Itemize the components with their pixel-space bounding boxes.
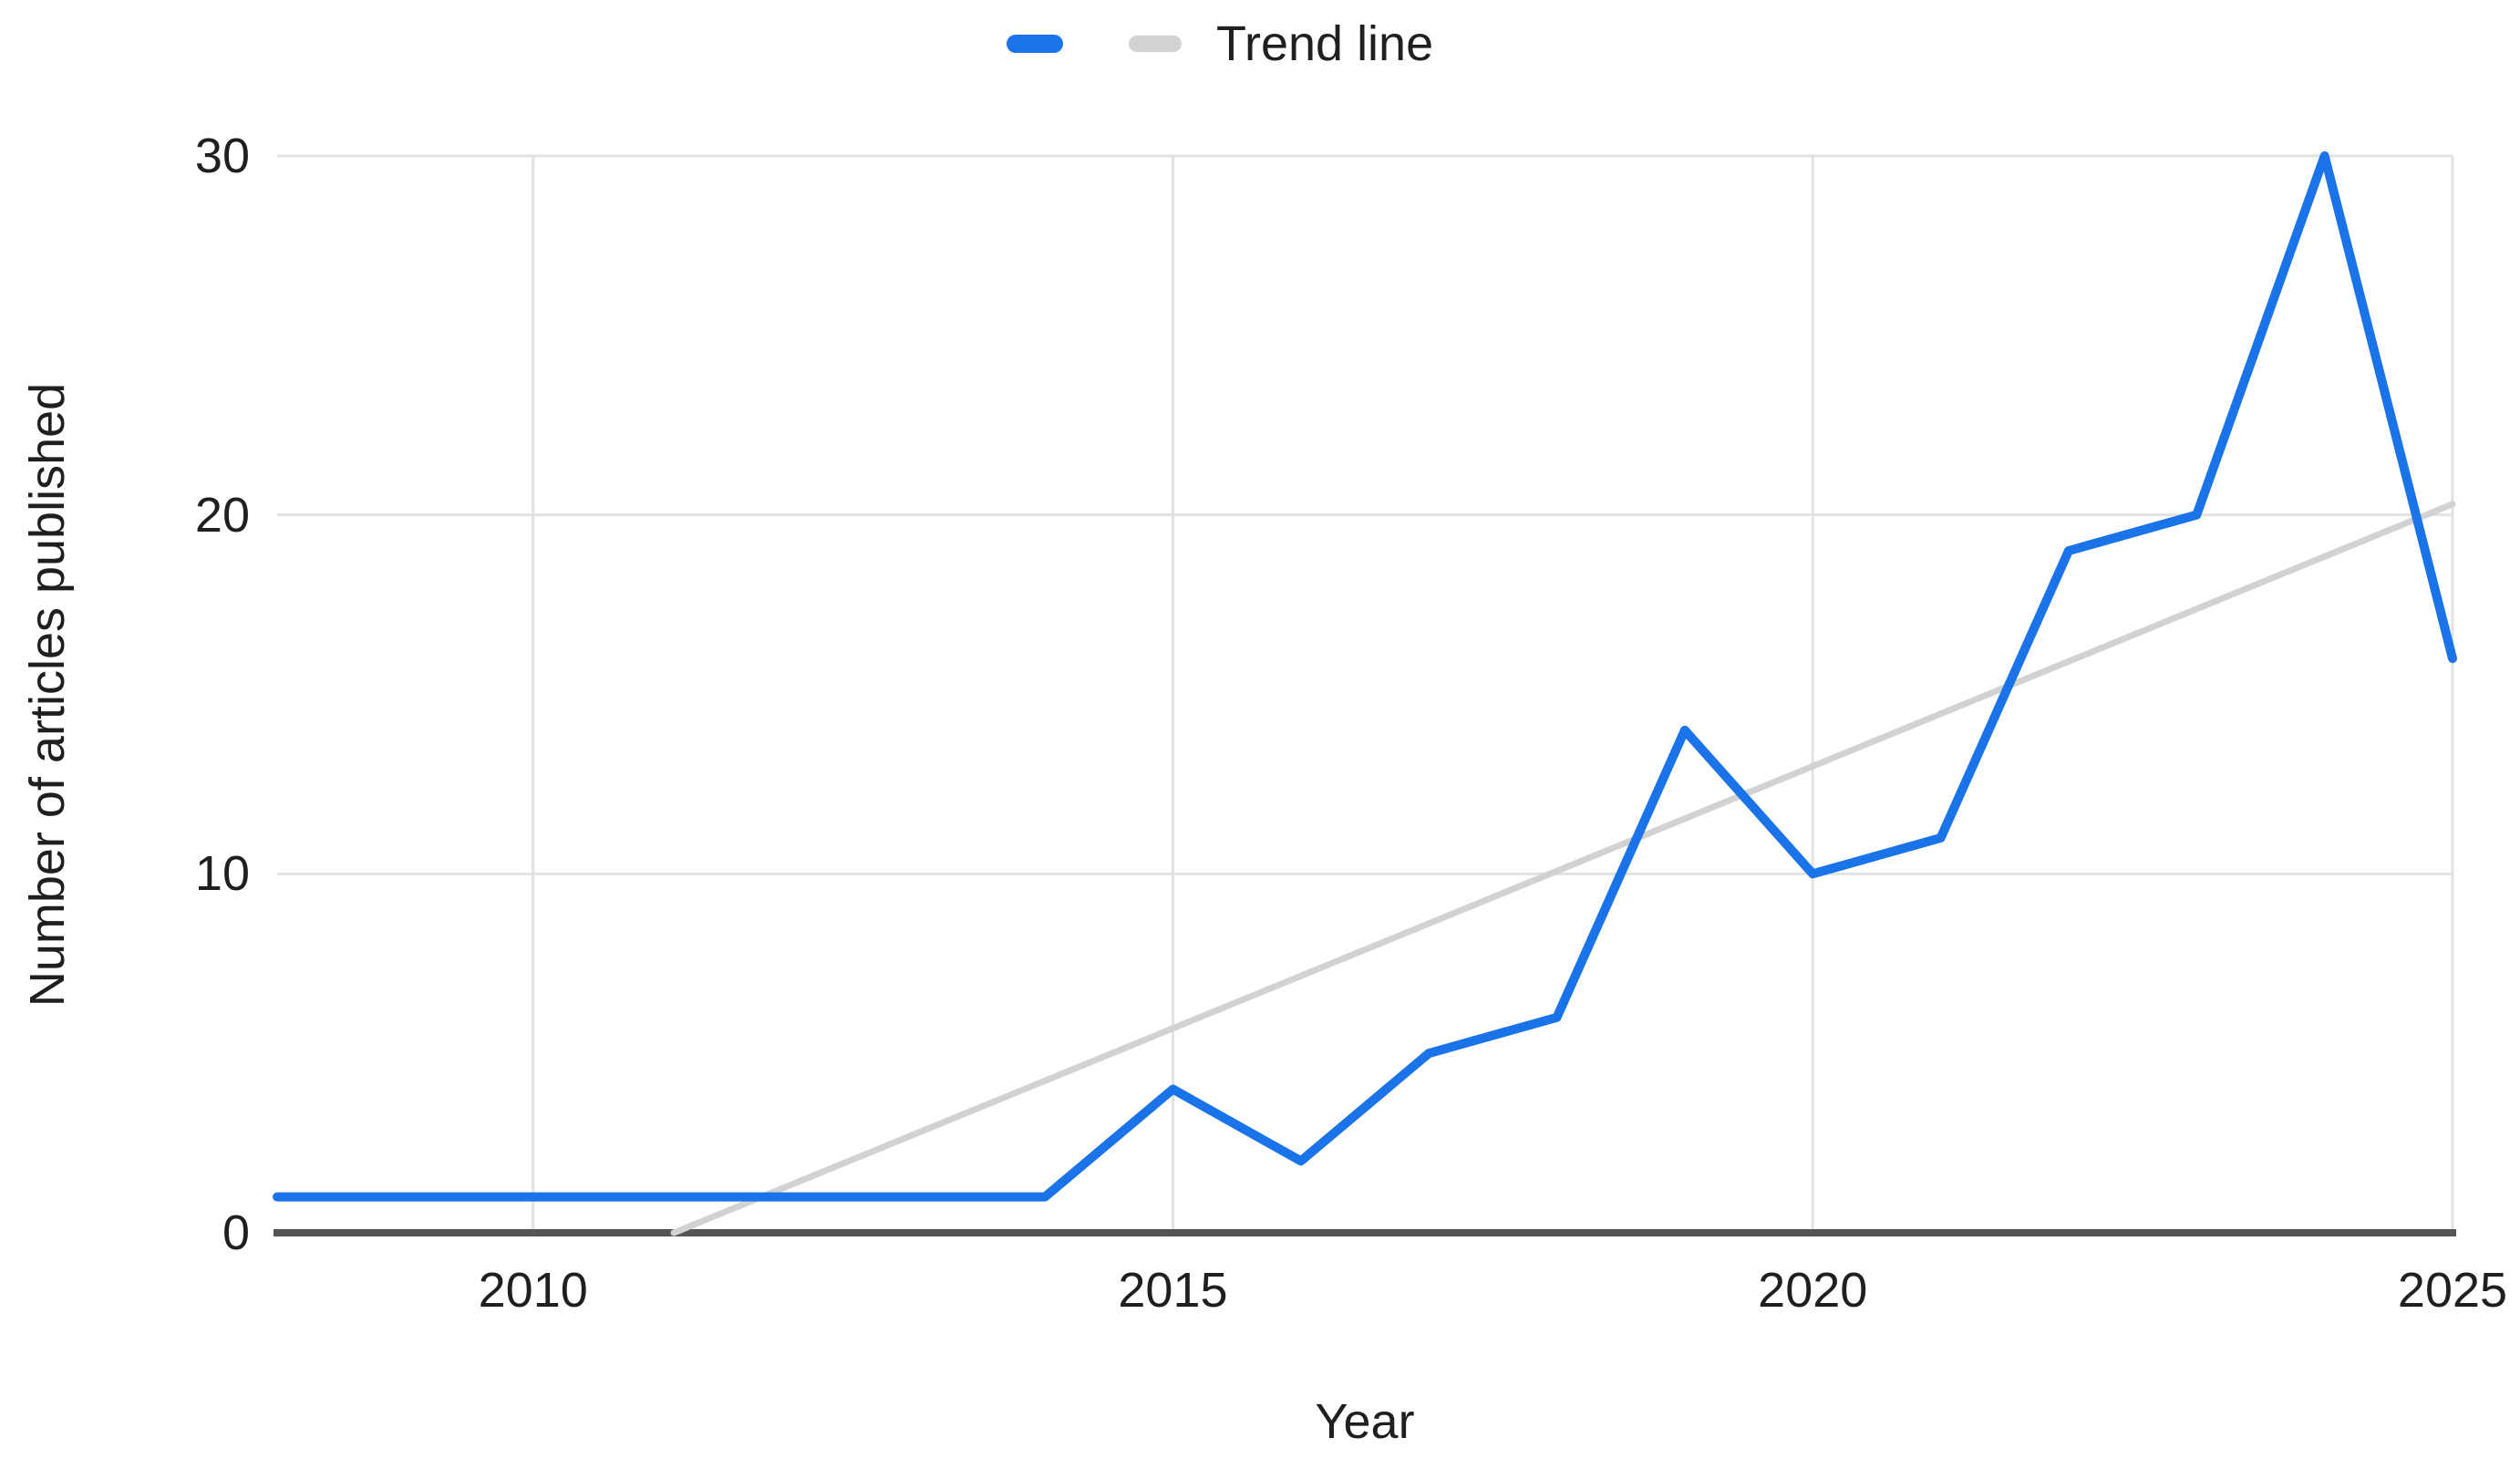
y-tick-label-10: 10 <box>194 846 250 902</box>
y-tick-label-20: 20 <box>194 487 250 543</box>
y-tick-label-0: 0 <box>222 1205 250 1260</box>
trend-legend-swatch-icon <box>1129 36 1182 52</box>
x-axis-title: Year <box>1315 1394 1415 1449</box>
series-line-path[interactable] <box>273 151 2457 1202</box>
trend-legend-label: Trend line <box>1216 16 1434 71</box>
x-tick-label-2010: 2010 <box>478 1263 588 1318</box>
legend: Trend line <box>1007 7 1433 80</box>
x-tick-label-2025: 2025 <box>2397 1263 2508 1318</box>
series-legend-swatch-icon <box>1007 35 1063 53</box>
legend-item-trend[interactable]: Trend line <box>1063 16 1433 72</box>
horizontal-gridlines <box>277 154 2453 875</box>
x-tick-label-2020: 2020 <box>1758 1263 1868 1318</box>
y-tick-label-30: 30 <box>194 129 250 183</box>
legend-item-series[interactable] <box>1007 35 1063 53</box>
trend-line-path[interactable] <box>670 501 2456 1236</box>
vertical-gridlines <box>532 156 2454 1233</box>
x-tick-label-2015: 2015 <box>1118 1263 1228 1318</box>
y-axis-title: Number of articles published <box>20 382 75 1008</box>
